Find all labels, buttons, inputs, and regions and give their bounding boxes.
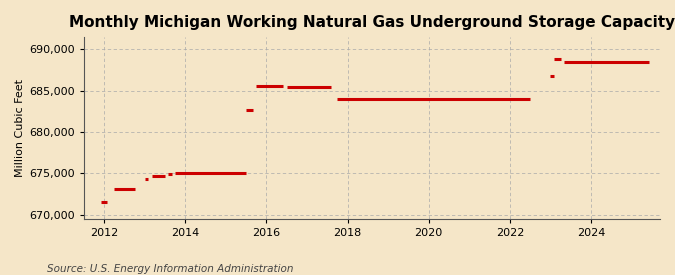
Y-axis label: Million Cubic Feet: Million Cubic Feet [15, 79, 25, 177]
Text: Source: U.S. Energy Information Administration: Source: U.S. Energy Information Administ… [47, 264, 294, 274]
Title: Monthly Michigan Working Natural Gas Underground Storage Capacity: Monthly Michigan Working Natural Gas Und… [69, 15, 675, 30]
